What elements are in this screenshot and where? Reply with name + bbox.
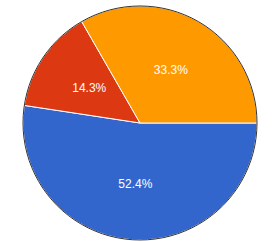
svg-text:52.4%: 52.4% — [118, 177, 152, 191]
svg-text:14.3%: 14.3% — [72, 81, 106, 95]
svg-text:33.3%: 33.3% — [154, 63, 188, 77]
